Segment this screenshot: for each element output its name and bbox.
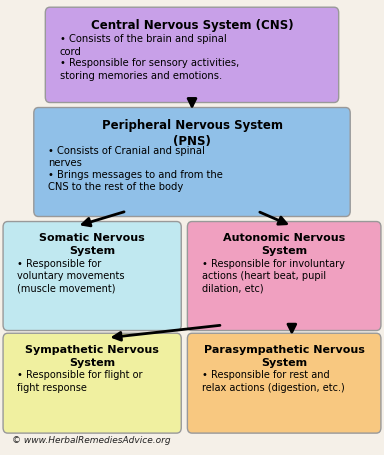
Text: Autonomic Nervous
System: Autonomic Nervous System — [223, 233, 345, 255]
Text: • Consists of the brain and spinal
cord: • Consists of the brain and spinal cord — [60, 34, 226, 56]
Text: • Brings messages to and from the
CNS to the rest of the body: • Brings messages to and from the CNS to… — [48, 170, 223, 192]
FancyBboxPatch shape — [187, 222, 381, 331]
Text: • Responsible for sensory activities,
storing memories and emotions.: • Responsible for sensory activities, st… — [60, 58, 239, 81]
Text: Central Nervous System (CNS): Central Nervous System (CNS) — [91, 19, 293, 32]
FancyBboxPatch shape — [3, 222, 181, 331]
Text: • Responsible for rest and
relax actions (digestion, etc.): • Responsible for rest and relax actions… — [202, 369, 344, 392]
Text: • Consists of Cranial and spinal
nerves: • Consists of Cranial and spinal nerves — [48, 146, 205, 168]
Text: Peripheral Nervous System
(PNS): Peripheral Nervous System (PNS) — [101, 119, 283, 148]
Text: Parasympathetic Nervous
System: Parasympathetic Nervous System — [204, 344, 364, 367]
FancyBboxPatch shape — [3, 334, 181, 433]
FancyBboxPatch shape — [45, 8, 339, 103]
Text: • Responsible for involuntary
actions (heart beat, pupil
dilation, etc): • Responsible for involuntary actions (h… — [202, 258, 344, 293]
Text: Sympathetic Nervous
System: Sympathetic Nervous System — [25, 344, 159, 367]
FancyBboxPatch shape — [34, 108, 350, 217]
Text: • Responsible for
voluntary movements
(muscle movement): • Responsible for voluntary movements (m… — [17, 258, 125, 293]
Text: © www.HerbalRemediesAdvice.org: © www.HerbalRemediesAdvice.org — [12, 435, 170, 444]
Text: • Responsible for flight or
fight response: • Responsible for flight or fight respon… — [17, 369, 143, 392]
FancyBboxPatch shape — [187, 334, 381, 433]
Text: Somatic Nervous
System: Somatic Nervous System — [39, 233, 145, 255]
